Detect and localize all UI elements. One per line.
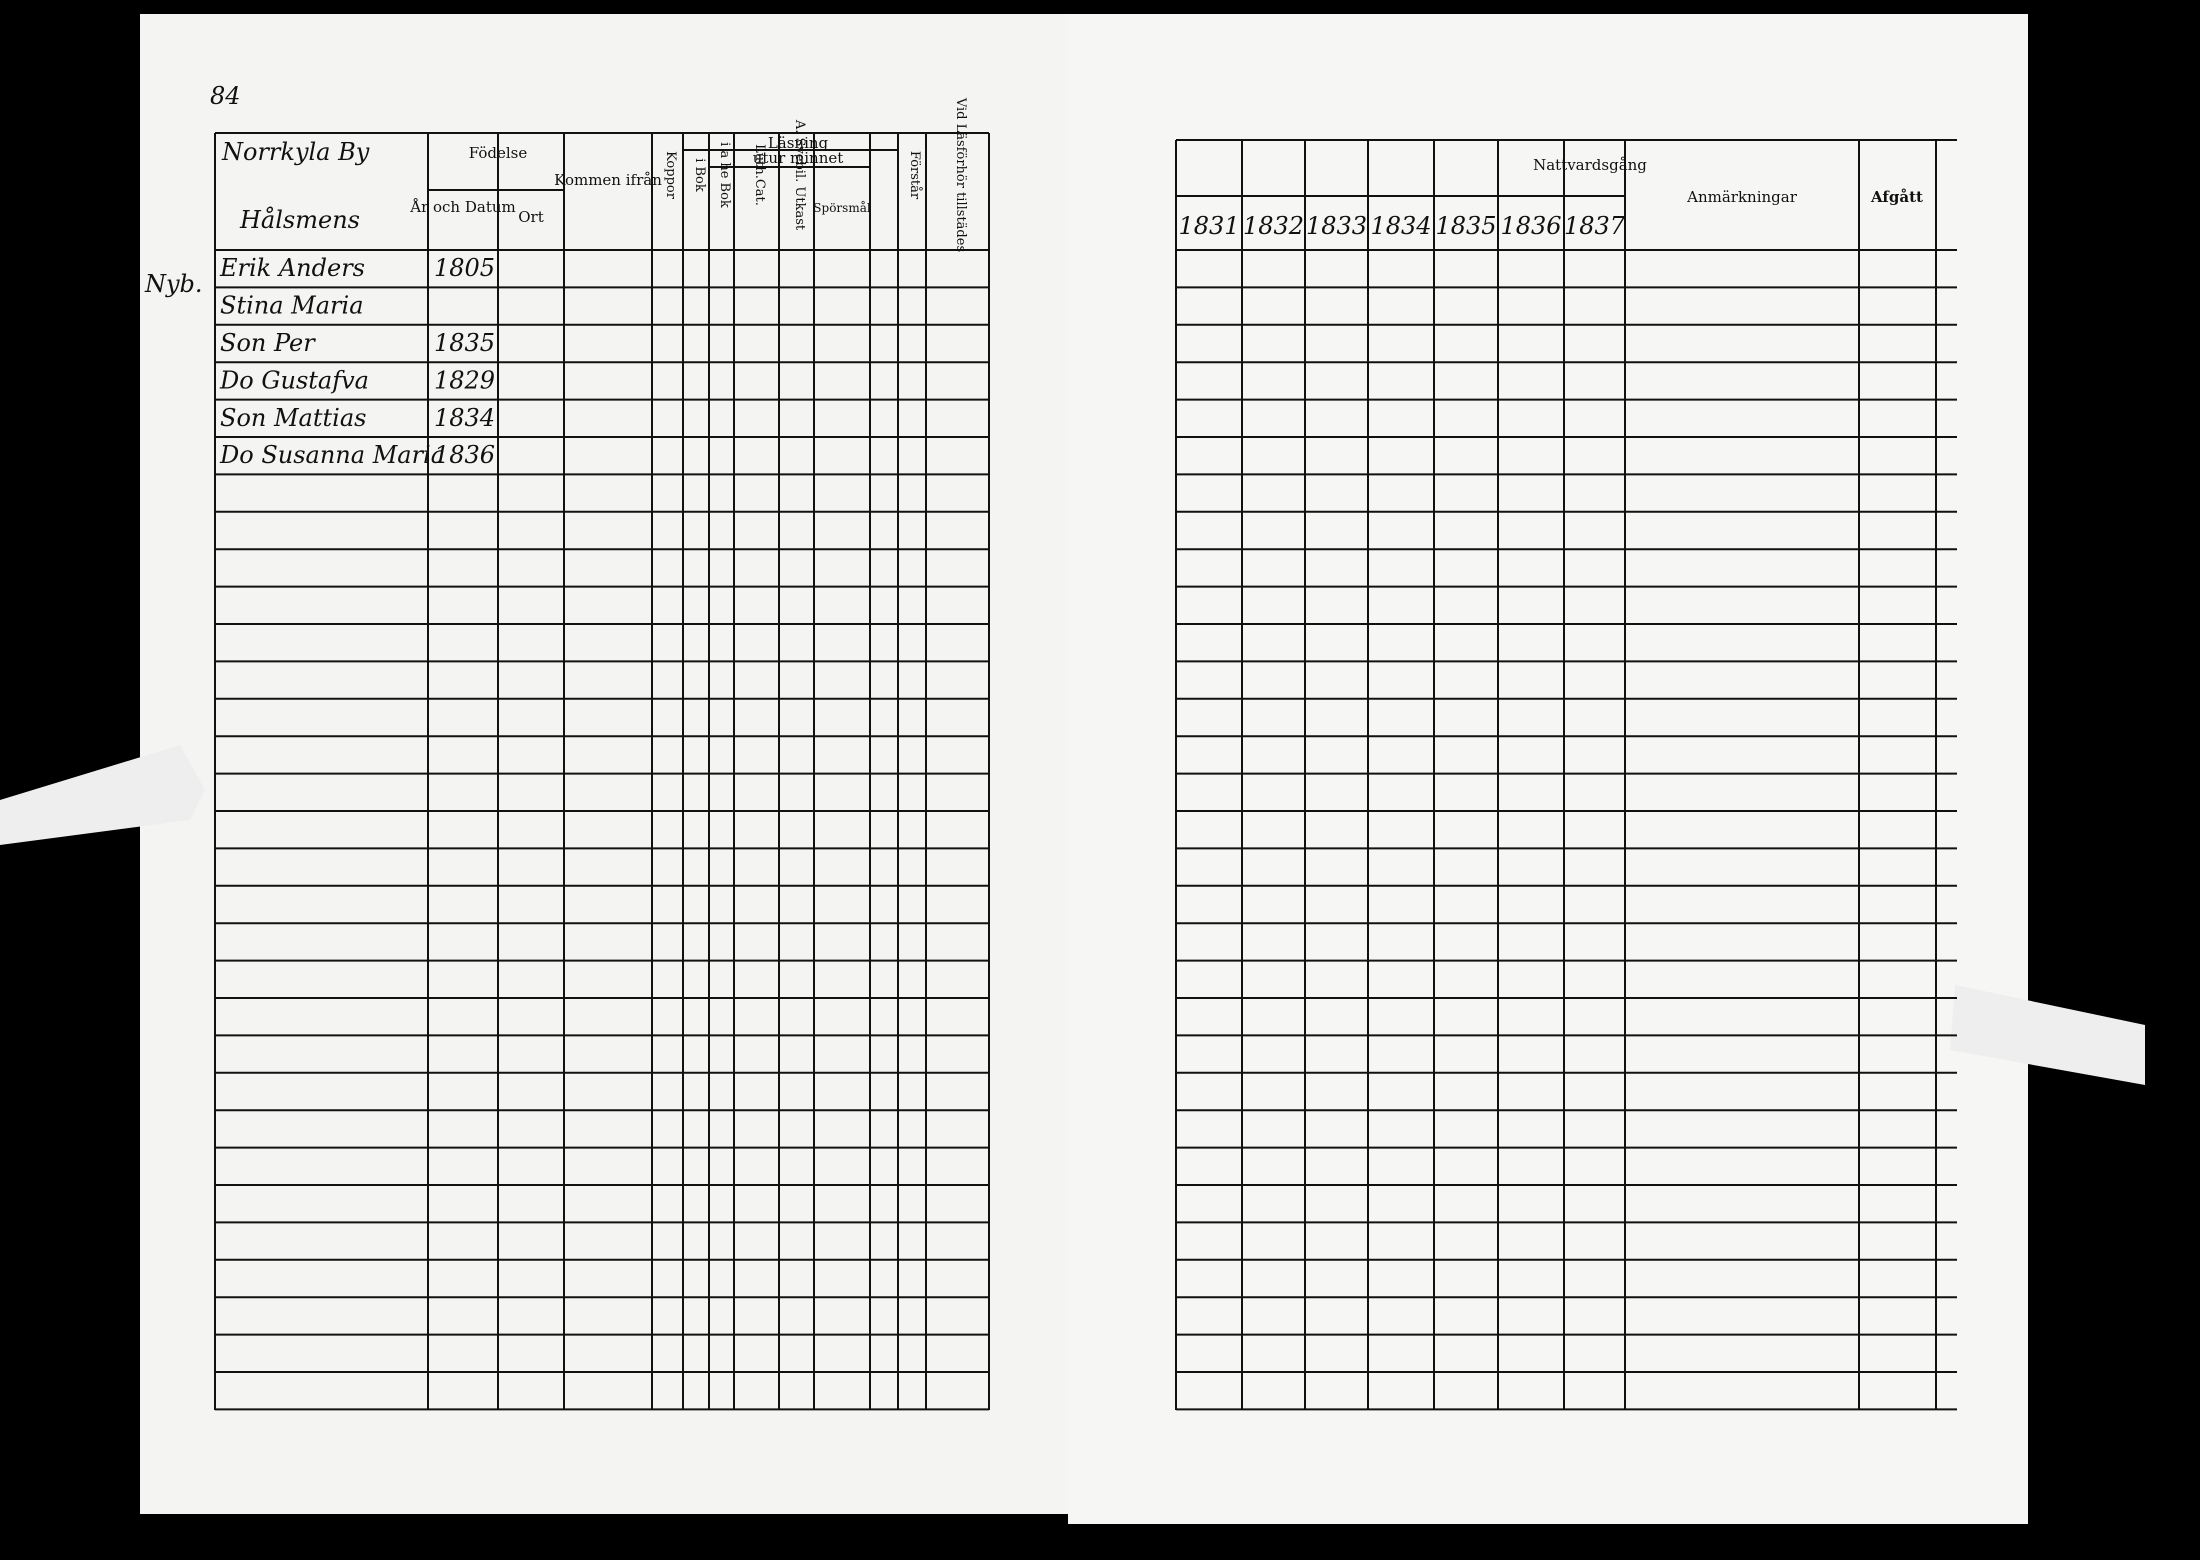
grid [214, 132, 1957, 1411]
column-header: Koppor [663, 151, 678, 200]
year-header: 1831 [1178, 212, 1239, 240]
reading: Läsning [768, 134, 829, 152]
entry-name: Son Mattias [220, 404, 366, 432]
year-header: 1837 [1564, 212, 1626, 240]
entry-born: 1835 [434, 329, 495, 357]
bookmark-left [0, 745, 205, 845]
entry-name: Son Per [220, 329, 316, 357]
by-heart: utur minnet [753, 149, 844, 167]
left-page [140, 14, 1068, 1514]
communion: Nattvardsgång [1533, 156, 1647, 174]
bookmark-right [1950, 985, 2145, 1085]
birth-place: Ort [518, 208, 544, 226]
year-header: 1832 [1243, 212, 1304, 240]
village: Norrkyla By [221, 138, 370, 166]
year-header: 1835 [1435, 212, 1496, 240]
margin-note: Nyb. [144, 270, 203, 298]
right-page [1068, 14, 2028, 1524]
page-number: 84 [210, 82, 241, 110]
year-header: 1836 [1500, 212, 1561, 240]
entry-born: 1836 [434, 441, 495, 469]
column-header: Spörsmål [813, 200, 871, 215]
entry-name: Stina Maria [220, 292, 364, 320]
came-from: Kommen ifrån [554, 171, 662, 189]
column-header: i a he Bok [717, 142, 732, 208]
remarks: Anmärkningar [1686, 188, 1798, 206]
entry-born: 1829 [434, 366, 495, 394]
household: Hålsmens [239, 205, 360, 234]
entry-name: Erik Anders [219, 254, 365, 282]
departed: Afgått [1870, 188, 1923, 206]
column-header: i Bok [692, 158, 707, 192]
column-header: A. Svebil. Utkast [792, 119, 807, 231]
entry-name: Do Susanna Maria [219, 441, 445, 469]
year-header: 1833 [1306, 212, 1367, 240]
column-header: Förstår [907, 151, 923, 200]
year-header: 1834 [1370, 212, 1431, 240]
entry-born: 1805 [434, 254, 495, 282]
entry-born: 1834 [434, 404, 495, 432]
column-header: Luth.Cat. [752, 144, 767, 206]
column-header: Vid Läsförhör tillstädes [953, 97, 968, 252]
birth: Födelse [469, 144, 528, 162]
birth-date: År och Datum [409, 198, 516, 216]
entry-name: Do Gustafva [219, 366, 369, 394]
